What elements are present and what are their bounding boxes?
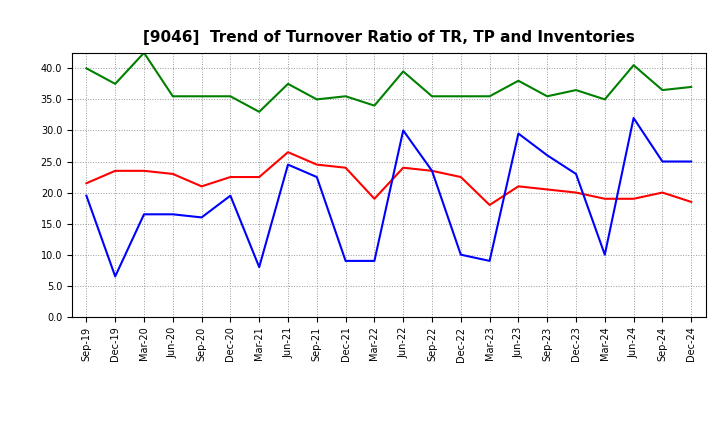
Inventories: [312, 97, 321, 102]
Trade Receivables: [284, 150, 292, 155]
Trade Receivables: [312, 162, 321, 167]
Trade Receivables: [370, 196, 379, 202]
Inventories: [140, 50, 148, 55]
Inventories: [197, 94, 206, 99]
Trade Payables: [140, 212, 148, 217]
Title: [9046]  Trend of Turnover Ratio of TR, TP and Inventories: [9046] Trend of Turnover Ratio of TR, TP…: [143, 29, 635, 45]
Trade Payables: [341, 258, 350, 264]
Inventories: [629, 62, 638, 68]
Inventories: [255, 109, 264, 114]
Trade Payables: [543, 153, 552, 158]
Trade Payables: [428, 168, 436, 173]
Trade Payables: [687, 159, 696, 164]
Trade Payables: [226, 193, 235, 198]
Inventories: [514, 78, 523, 84]
Trade Payables: [284, 162, 292, 167]
Inventories: [168, 94, 177, 99]
Trade Receivables: [456, 174, 465, 180]
Inventories: [428, 94, 436, 99]
Inventories: [226, 94, 235, 99]
Trade Payables: [572, 171, 580, 176]
Trade Receivables: [600, 196, 609, 202]
Trade Receivables: [111, 168, 120, 173]
Inventories: [600, 97, 609, 102]
Trade Payables: [255, 264, 264, 270]
Line: Trade Receivables: Trade Receivables: [86, 152, 691, 205]
Inventories: [370, 103, 379, 108]
Trade Receivables: [428, 168, 436, 173]
Line: Inventories: Inventories: [86, 53, 691, 112]
Inventories: [284, 81, 292, 87]
Trade Receivables: [514, 184, 523, 189]
Trade Receivables: [341, 165, 350, 170]
Trade Payables: [370, 258, 379, 264]
Trade Receivables: [687, 199, 696, 205]
Trade Payables: [168, 212, 177, 217]
Trade Receivables: [226, 174, 235, 180]
Trade Payables: [399, 128, 408, 133]
Inventories: [485, 94, 494, 99]
Line: Trade Payables: Trade Payables: [86, 118, 691, 276]
Trade Receivables: [82, 180, 91, 186]
Trade Receivables: [399, 165, 408, 170]
Trade Receivables: [485, 202, 494, 208]
Trade Receivables: [255, 174, 264, 180]
Inventories: [543, 94, 552, 99]
Trade Receivables: [197, 184, 206, 189]
Inventories: [456, 94, 465, 99]
Inventories: [111, 81, 120, 87]
Trade Receivables: [658, 190, 667, 195]
Trade Receivables: [140, 168, 148, 173]
Inventories: [341, 94, 350, 99]
Inventories: [687, 84, 696, 90]
Trade Payables: [600, 252, 609, 257]
Trade Receivables: [572, 190, 580, 195]
Trade Payables: [485, 258, 494, 264]
Trade Payables: [456, 252, 465, 257]
Trade Payables: [629, 115, 638, 121]
Trade Receivables: [168, 171, 177, 176]
Trade Payables: [82, 193, 91, 198]
Trade Receivables: [543, 187, 552, 192]
Inventories: [658, 88, 667, 93]
Inventories: [82, 66, 91, 71]
Inventories: [399, 69, 408, 74]
Trade Payables: [658, 159, 667, 164]
Trade Payables: [312, 174, 321, 180]
Trade Payables: [197, 215, 206, 220]
Trade Receivables: [629, 196, 638, 202]
Trade Payables: [111, 274, 120, 279]
Trade Payables: [514, 131, 523, 136]
Inventories: [572, 88, 580, 93]
